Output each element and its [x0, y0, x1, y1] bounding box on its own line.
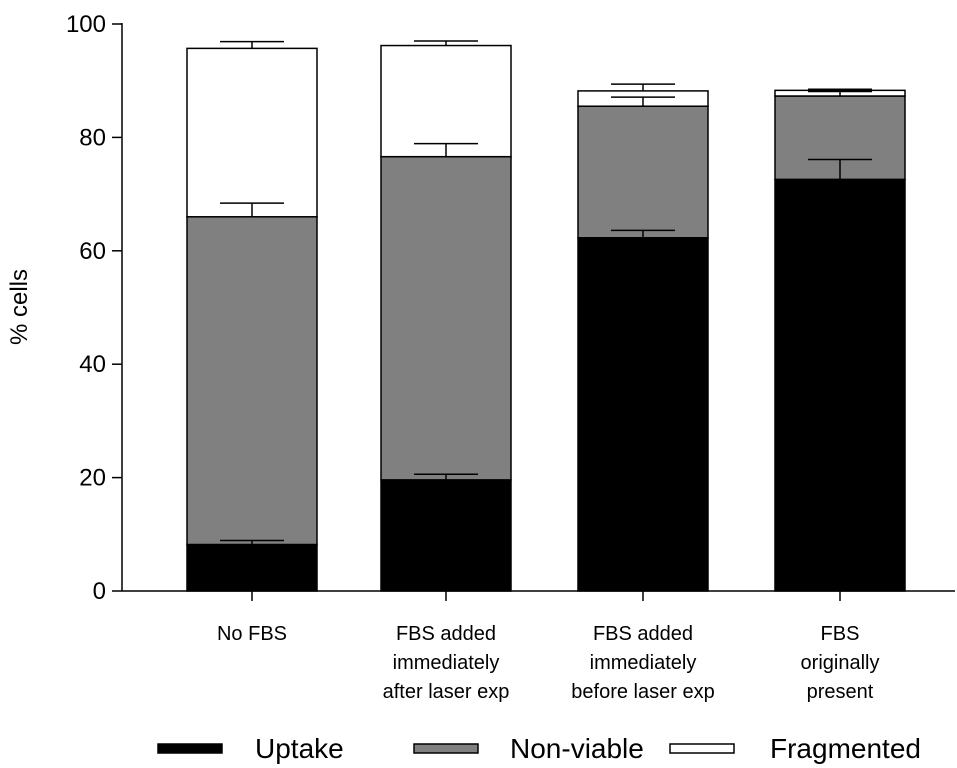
y-axis-label: % cells [6, 269, 33, 345]
y-tick-label-80: 80 [79, 124, 106, 151]
x-tick-label-1: No FBS [217, 623, 287, 645]
bar-fragmented-1 [186, 47, 318, 218]
bar-non-viable-2 [380, 155, 512, 481]
legend-swatch [157, 743, 223, 754]
error-bar-non-viable-1 [220, 202, 284, 217]
legend-item-non-viable: Non-viable [413, 733, 644, 764]
x-tick-label-4: FBS originally present [801, 623, 880, 703]
error-bars-group [220, 40, 872, 545]
bar-non-viable-1 [186, 216, 318, 546]
legend-swatch [669, 743, 735, 754]
error-bar-uptake-3 [611, 229, 675, 238]
error-bar-uptake-2 [414, 473, 478, 480]
error-bar-non-viable-3 [611, 96, 675, 107]
bar-uptake-2 [380, 479, 512, 592]
y-tick-label-40: 40 [79, 351, 106, 378]
bar-uptake-3 [577, 237, 709, 592]
bar-uptake-4 [774, 178, 906, 592]
bars-group [186, 44, 906, 592]
bar-fragmented-2 [380, 44, 512, 158]
y-tick-label-100: 100 [66, 11, 106, 38]
legend-item-fragmented: Fragmented [669, 733, 921, 764]
y-tick-label-60: 60 [79, 238, 106, 265]
y-tick-label-20: 20 [79, 465, 106, 492]
error-bar-non-viable-4 [808, 90, 872, 97]
legend: Uptake Non-viable Fragmented [157, 733, 921, 764]
error-bar-uptake-1 [220, 539, 284, 545]
error-bar-fragmented-1 [220, 40, 284, 49]
legend-label: Fragmented [770, 733, 921, 764]
error-bar-fragmented-2 [414, 40, 478, 46]
legend-swatch [413, 743, 479, 754]
error-bar-non-viable-2 [414, 142, 478, 157]
axes-group: 0 20 40 60 80 100 [66, 11, 955, 605]
bar-uptake-1 [186, 543, 318, 592]
error-bar-fragmented-3 [611, 83, 675, 91]
legend-label: Uptake [255, 733, 344, 764]
legend-label: Non-viable [510, 733, 644, 764]
error-bar-uptake-4 [808, 158, 872, 180]
y-tick-label-0: 0 [93, 578, 106, 605]
legend-item-uptake: Uptake [157, 733, 344, 764]
bar-non-viable-3 [577, 105, 709, 239]
error-bar-fragmented-4 [808, 88, 872, 91]
x-tick-label-3: FBS added immediately before laser exp [571, 623, 714, 703]
x-tick-label-2: FBS added immediately after laser exp [383, 623, 510, 703]
x-tick-labels-group: No FBS FBS added immediately after laser ex… [217, 623, 879, 703]
